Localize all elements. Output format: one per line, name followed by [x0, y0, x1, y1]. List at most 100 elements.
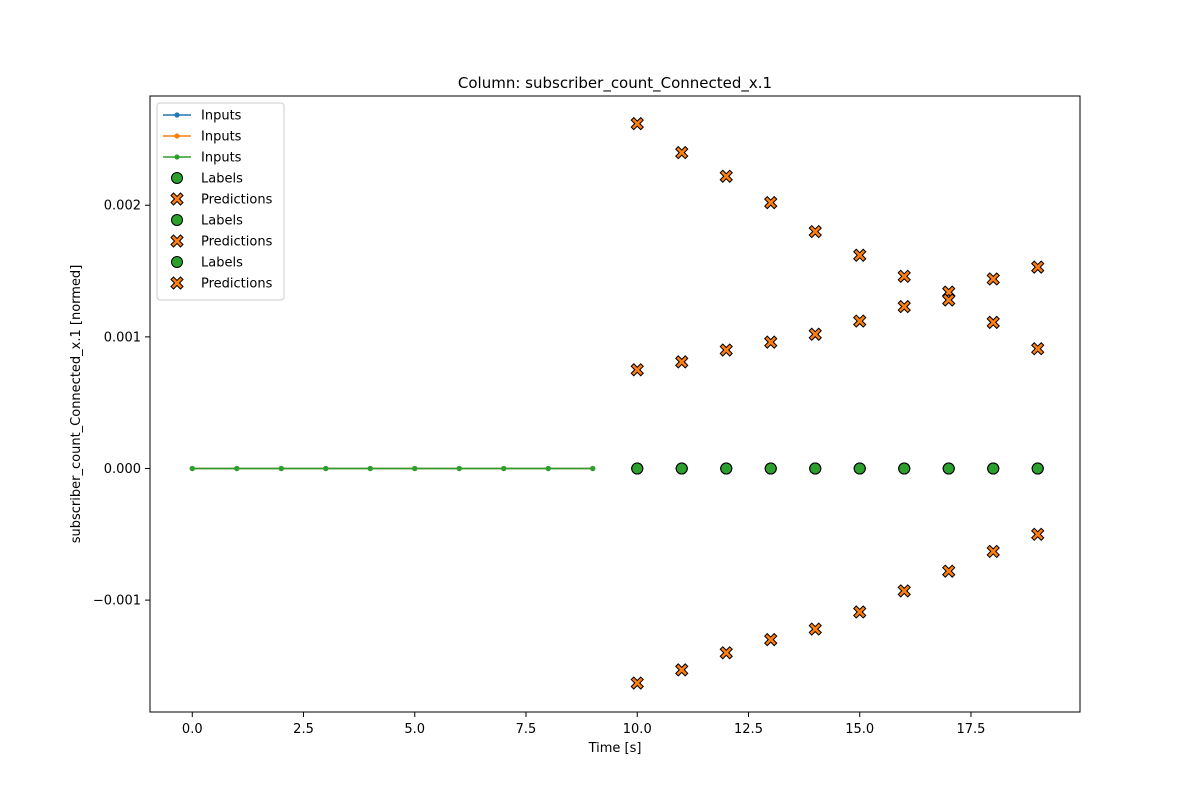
input-point	[278, 465, 284, 472]
x-tick-label: 17.5	[957, 722, 986, 737]
label-point	[853, 462, 866, 475]
x-tick-label: 0.0	[182, 722, 203, 737]
legend-entry: Labels	[171, 172, 243, 187]
input-point	[367, 465, 373, 472]
legend-entry: Predictions	[170, 276, 273, 292]
input-point	[456, 465, 462, 472]
series-3-labels	[631, 462, 1044, 475]
x-tick-label: 7.5	[516, 722, 537, 737]
label-point	[631, 462, 644, 475]
legend-point-swatch	[174, 112, 180, 118]
prediction-point	[853, 605, 867, 619]
x-tick-label: 2.5	[293, 722, 314, 737]
series-8-predictions	[630, 527, 1045, 690]
legend-entry: Inputs	[163, 109, 242, 124]
series-4-predictions	[630, 116, 1045, 299]
y-tick-label: 0.002	[104, 199, 141, 214]
prediction-point	[986, 315, 1000, 330]
prediction-point	[986, 544, 1000, 559]
x-axis: 0.0 2.5 5.0 7.5 10.0 12.5 15.0 17.5	[182, 712, 986, 737]
prediction-point	[630, 116, 644, 131]
label-point	[987, 462, 1000, 475]
legend-label: Labels	[201, 256, 243, 271]
prediction-point	[719, 343, 733, 357]
legend-entry: Labels	[171, 214, 243, 229]
prediction-point	[630, 676, 644, 690]
prediction-point	[719, 646, 733, 660]
series-2-line	[189, 465, 596, 472]
x-axis-label: Time [s]	[588, 741, 642, 756]
legend-entry: Labels	[171, 256, 243, 271]
prediction-point	[1031, 260, 1045, 274]
y-axis: 0.002 0.001 0.000 −0.001	[93, 199, 150, 609]
prediction-point	[897, 269, 911, 284]
x-tick-label: 5.0	[404, 722, 425, 737]
label-point	[764, 462, 777, 475]
label-point	[720, 462, 733, 475]
label-point	[1031, 462, 1044, 475]
legend-point-swatch	[174, 133, 180, 139]
prediction-point	[675, 145, 689, 160]
prediction-point	[630, 363, 644, 377]
prediction-point	[764, 195, 778, 210]
legend-x-swatch	[170, 192, 184, 206]
input-point	[590, 465, 596, 472]
legend-label: Inputs	[201, 109, 242, 124]
label-point	[942, 462, 955, 475]
x-tick-label: 10.0	[623, 722, 652, 737]
y-axis-label: subscriber_count_Connected_x.1 [normed]	[69, 265, 84, 544]
legend-entry: Inputs	[163, 130, 242, 145]
legend-x-swatch	[170, 234, 184, 248]
plot-frame	[149, 95, 1081, 713]
legend-entry: Predictions	[170, 234, 273, 250]
label-point	[809, 462, 822, 475]
legend-label: Labels	[201, 172, 243, 187]
legend-frame	[156, 102, 285, 301]
x-tick-label: 12.5	[734, 722, 763, 737]
prediction-point	[1031, 342, 1045, 356]
label-point	[898, 462, 911, 475]
prediction-point	[719, 169, 733, 183]
legend: Inputs Inputs Inputs Labels Predictions Label…	[156, 102, 285, 301]
legend-circle-swatch	[171, 214, 183, 226]
prediction-point	[942, 564, 956, 578]
legend-point-swatch	[174, 154, 180, 160]
legend-circle-swatch	[171, 256, 183, 268]
input-point	[412, 465, 418, 472]
legend-label: Predictions	[201, 193, 273, 208]
prediction-point	[942, 293, 956, 307]
prediction-point	[808, 327, 822, 341]
input-point	[189, 465, 195, 472]
prediction-point	[1031, 527, 1045, 542]
prediction-point	[986, 272, 1000, 286]
prediction-point	[897, 299, 911, 314]
prediction-point	[675, 355, 689, 369]
y-tick-label: −0.001	[93, 594, 141, 609]
chart-title: Column: subscriber_count_Connected_x.1	[458, 74, 772, 93]
legend-label: Inputs	[201, 130, 242, 145]
input-point	[501, 465, 507, 472]
plot-area	[189, 116, 1045, 690]
prediction-point	[853, 248, 867, 262]
input-point	[545, 465, 551, 472]
input-point	[323, 465, 329, 472]
prediction-point	[675, 663, 689, 677]
legend-entry: Predictions	[170, 192, 273, 208]
legend-label: Labels	[201, 214, 243, 229]
legend-label: Predictions	[201, 277, 273, 292]
prediction-point	[897, 584, 911, 598]
series-7-labels	[631, 462, 1044, 475]
label-point	[675, 462, 688, 475]
prediction-point	[808, 622, 822, 636]
x-tick-label: 15.0	[845, 722, 874, 737]
series-5-labels	[631, 462, 1044, 475]
legend-entry: Inputs	[163, 151, 242, 166]
legend-circle-swatch	[171, 172, 183, 184]
prediction-point	[764, 335, 778, 349]
series-6-predictions	[630, 293, 1045, 377]
input-point	[234, 465, 240, 472]
prediction-point	[764, 632, 778, 647]
prediction-point	[808, 224, 822, 239]
y-tick-label: 0.000	[104, 462, 141, 477]
